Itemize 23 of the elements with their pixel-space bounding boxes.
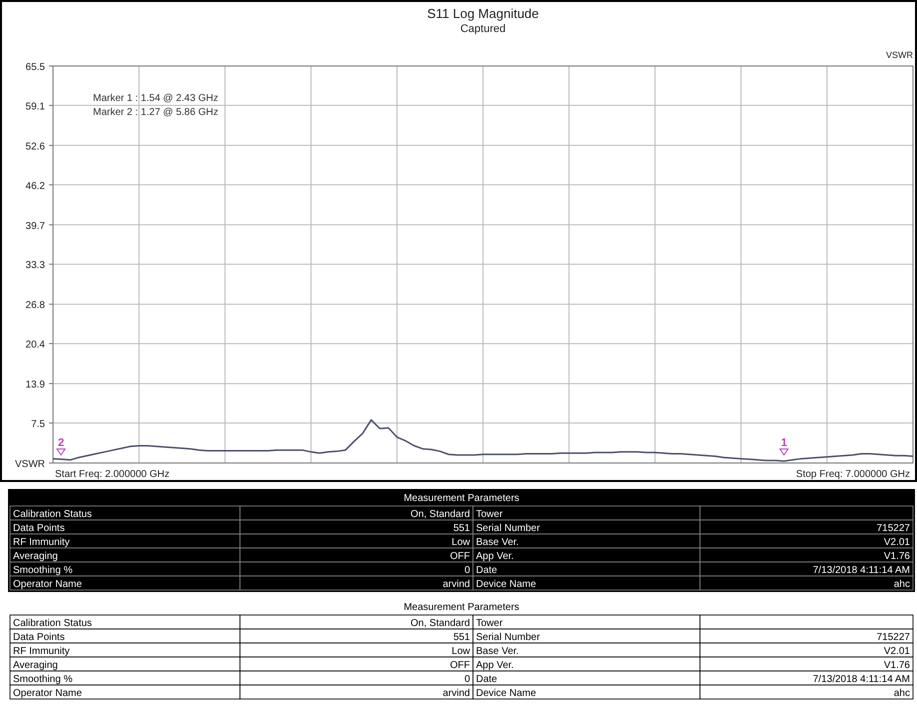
chart-subtitle: Captured xyxy=(460,23,506,35)
y-tick-label: VSWR xyxy=(15,459,45,470)
y-tick-label: 33.3 xyxy=(26,260,46,272)
y-axis-title: VSWR xyxy=(886,50,914,60)
annotation: Marker 1 : 1.54 @ 2.43 GHz xyxy=(93,93,218,104)
y-tick-label: 26.8 xyxy=(26,300,46,312)
y-tick-label: 39.7 xyxy=(26,220,46,232)
y-tick-label: 7.5 xyxy=(31,418,46,430)
annotation: 1 xyxy=(780,437,788,449)
text: Stop Freq: 7.000000 GHz xyxy=(796,469,910,480)
line-series xyxy=(52,419,914,462)
y-tick-label: 46.2 xyxy=(26,180,46,192)
y-tick-label: 13.9 xyxy=(26,380,46,391)
y-tick-label: 65.5 xyxy=(26,62,46,73)
chart-title: S11 Log Magnitude xyxy=(427,6,539,21)
parameter-table: Measurement Parameters Calibration Status Data Points RF Immunity Averaging Smoothing % Operator Name On, Standard 551 Low OFF 0 arvind Tower Serial Number Base Ver. App Ver. Date Device Name 715227 V2.01 V1.76 7/13/2018 4:11:14 AM ahc xyxy=(10,602,914,700)
annotation: Marker 2 : 1.27 @ 5.86 GHz xyxy=(93,107,218,118)
y-tick-label: 59.1 xyxy=(26,101,46,112)
parameter-table: Measurement Parameters Calibration Status Data Points RF Immunity Averaging Smoothing % Operator Name On, Standard 551 Low OFF 0 arvind Tower Serial Number Base Ver. App Ver. Date Device Name 715227 V2.01 V1.76 7/13/2018 4:11:14 AM ahc xyxy=(8,489,915,592)
annotation: 2 xyxy=(58,437,64,449)
y-tick-label: 20.4 xyxy=(26,340,46,351)
y-tick-label: 52.6 xyxy=(26,141,46,152)
text: Start Freq: 2.000000 GHz xyxy=(55,469,170,480)
